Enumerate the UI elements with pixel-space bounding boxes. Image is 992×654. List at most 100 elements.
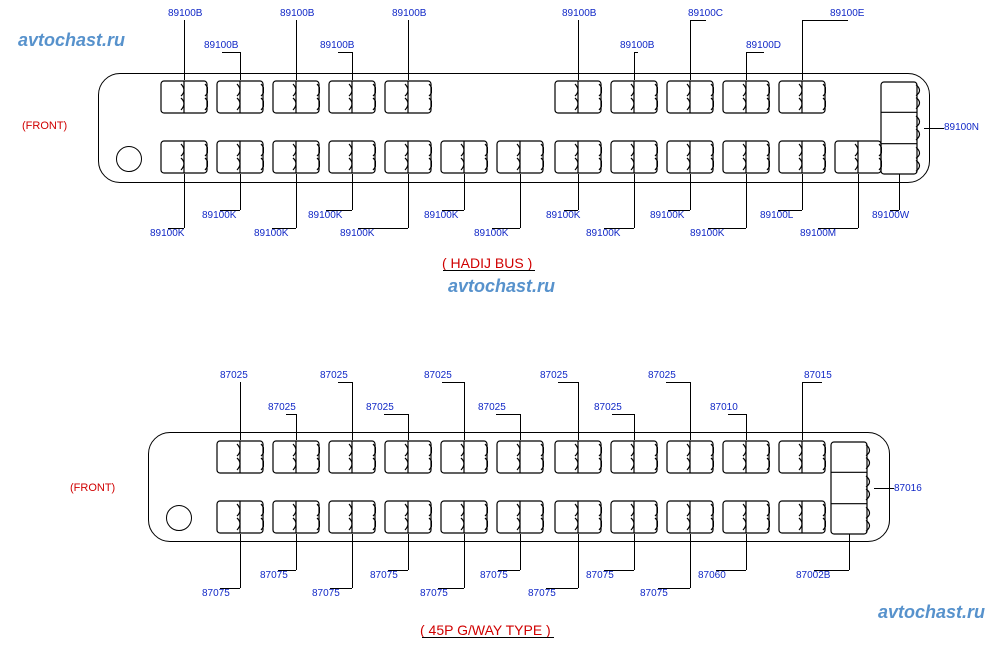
leader-line <box>690 534 691 588</box>
leader-line <box>746 52 764 53</box>
seat <box>496 500 544 534</box>
seat <box>216 80 264 114</box>
leader-line <box>634 52 635 80</box>
leader-line <box>849 534 850 570</box>
seat <box>216 440 264 474</box>
leader-line <box>184 20 185 80</box>
leader-line <box>184 174 185 228</box>
leader-line <box>612 414 634 415</box>
seat <box>610 80 658 114</box>
seat <box>328 500 376 534</box>
part-label: 89100B <box>392 8 426 19</box>
part-label: 87015 <box>804 370 832 381</box>
leader-line <box>634 414 635 440</box>
seat <box>554 500 602 534</box>
part-label: 89100M <box>800 228 836 239</box>
leader-line <box>746 174 747 228</box>
diagram-title: ( 45P G/WAY TYPE ) <box>420 622 551 638</box>
seat <box>610 440 658 474</box>
seat <box>440 500 488 534</box>
part-label: 87075 <box>528 588 556 599</box>
leader-line <box>604 570 634 571</box>
seat <box>384 140 432 174</box>
seat <box>666 140 714 174</box>
leader-line <box>578 174 579 210</box>
seat <box>778 140 826 174</box>
leader-line <box>666 382 690 383</box>
part-label: 89100K <box>424 210 458 221</box>
leader-line <box>384 414 408 415</box>
leader-line <box>330 588 352 589</box>
seat <box>554 140 602 174</box>
part-label: 87075 <box>312 588 340 599</box>
seat <box>384 80 432 114</box>
part-label: 89100B <box>168 8 202 19</box>
driver-circle <box>166 505 192 531</box>
leader-line <box>690 382 691 440</box>
leader-line <box>352 534 353 588</box>
leader-line <box>492 228 520 229</box>
seat <box>722 500 770 534</box>
seat <box>666 440 714 474</box>
title-underline <box>422 637 554 638</box>
part-label: 87075 <box>260 570 288 581</box>
leader-line <box>352 52 353 80</box>
leader-line <box>802 174 803 210</box>
leader-line <box>802 20 848 21</box>
title-underline <box>443 270 535 271</box>
seat <box>216 500 264 534</box>
leader-line <box>604 228 634 229</box>
part-label: 89100B <box>562 8 596 19</box>
leader-line <box>442 210 464 211</box>
leader-line <box>278 570 296 571</box>
seat <box>328 140 376 174</box>
seat <box>272 440 320 474</box>
leader-line <box>874 488 894 489</box>
leader-line <box>818 228 858 229</box>
leader-line <box>498 570 520 571</box>
leader-line <box>338 52 352 53</box>
seat <box>834 140 882 174</box>
leader-line <box>438 588 464 589</box>
seat <box>554 80 602 114</box>
leader-line <box>899 174 900 210</box>
leader-line <box>658 588 690 589</box>
leader-line <box>222 52 240 53</box>
seat <box>554 440 602 474</box>
leader-line <box>388 570 408 571</box>
leader-line <box>272 228 296 229</box>
leader-line <box>168 228 184 229</box>
part-label: 89100K <box>308 210 342 221</box>
leader-line <box>296 414 297 440</box>
part-label: 87002B <box>796 570 830 581</box>
rear-bench <box>830 441 876 535</box>
seat <box>778 80 826 114</box>
watermark: avtochast.ru <box>18 30 125 51</box>
leader-line <box>578 382 579 440</box>
leader-line <box>358 228 408 229</box>
seat <box>666 500 714 534</box>
leader-line <box>546 588 578 589</box>
part-label: 87025 <box>648 370 676 381</box>
watermark: avtochast.ru <box>878 602 985 623</box>
leader-line <box>240 174 241 210</box>
seat <box>160 140 208 174</box>
part-label: 89100K <box>340 228 374 239</box>
part-label: 87016 <box>894 483 922 494</box>
part-label: 87075 <box>370 570 398 581</box>
seat <box>722 80 770 114</box>
seat <box>610 500 658 534</box>
leader-line <box>778 210 802 211</box>
seat <box>778 440 826 474</box>
leader-line <box>352 382 353 440</box>
seat <box>160 80 208 114</box>
part-label: 87075 <box>480 570 508 581</box>
part-label: 89100L <box>760 210 793 221</box>
part-label: 87025 <box>540 370 568 381</box>
seat <box>496 440 544 474</box>
leader-line <box>690 20 691 80</box>
leader-line <box>890 210 899 211</box>
leader-line <box>496 414 520 415</box>
part-label: 89100B <box>204 40 238 51</box>
leader-line <box>240 534 241 588</box>
